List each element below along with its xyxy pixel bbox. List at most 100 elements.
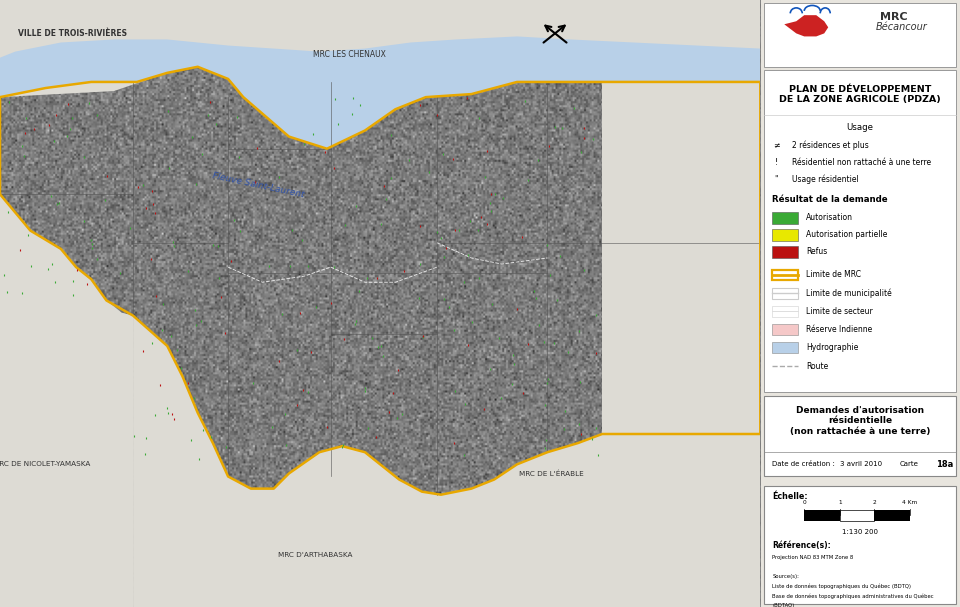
Point: [514, 232, 529, 242]
Point: [148, 291, 163, 301]
Text: Refus: Refus: [806, 248, 828, 256]
Point: [531, 155, 546, 165]
Point: [319, 422, 334, 432]
Point: [2, 98, 17, 107]
Point: [520, 339, 536, 349]
Point: [538, 400, 553, 410]
Point: [112, 268, 128, 278]
Point: [383, 173, 398, 183]
Point: [395, 410, 410, 419]
Polygon shape: [0, 36, 760, 149]
Point: [550, 294, 565, 304]
Point: [547, 121, 563, 131]
Point: [0, 207, 15, 217]
Point: [66, 276, 82, 286]
Text: Résidentiel non rattaché à une terre: Résidentiel non rattaché à une terre: [792, 158, 931, 167]
Point: [76, 216, 91, 226]
Point: [473, 212, 489, 222]
Point: [62, 124, 78, 134]
Point: [16, 151, 32, 160]
Point: [370, 273, 385, 283]
Point: [389, 413, 404, 423]
Text: MRC DE L'ÉRABLE: MRC DE L'ÉRABLE: [518, 470, 584, 476]
Point: [48, 110, 63, 120]
Text: 2 résidences et plus: 2 résidences et plus: [792, 141, 869, 151]
Text: MRC D'ARTHABASKA: MRC D'ARTHABASKA: [278, 552, 352, 558]
Point: [572, 377, 588, 387]
Text: Échelle:: Échelle:: [772, 492, 808, 501]
Point: [297, 140, 312, 149]
Point: [345, 109, 360, 118]
Point: [442, 302, 457, 312]
Point: [528, 293, 543, 302]
Text: Référence(s):: Référence(s):: [772, 541, 831, 549]
Point: [457, 450, 472, 460]
Point: [326, 163, 342, 173]
Point: [371, 342, 386, 352]
Point: [447, 386, 463, 396]
Point: [148, 208, 163, 218]
Point: [470, 225, 486, 234]
Text: 3 avril 2010: 3 avril 2010: [840, 461, 882, 467]
Point: [65, 291, 81, 300]
Point: [433, 234, 448, 243]
Point: [122, 223, 137, 233]
Point: [439, 243, 454, 253]
Point: [460, 250, 475, 260]
Point: [277, 409, 293, 419]
Text: 2: 2: [873, 500, 876, 505]
Point: [295, 385, 310, 395]
Point: [532, 320, 547, 330]
Point: [211, 273, 227, 283]
Point: [584, 435, 599, 444]
Text: Demandes d'autorisation
résidentielle
(non rattachée à une terre): Demandes d'autorisation résidentielle (n…: [790, 406, 930, 436]
Point: [152, 380, 167, 390]
Point: [186, 393, 202, 403]
Point: [156, 299, 171, 309]
Bar: [764, 486, 956, 604]
Point: [411, 293, 426, 303]
Point: [552, 251, 567, 260]
Point: [327, 94, 343, 104]
Point: [250, 143, 265, 153]
Point: [352, 100, 368, 110]
Point: [429, 228, 444, 237]
Text: Usage résidentiel: Usage résidentiel: [792, 175, 859, 185]
Point: [99, 171, 114, 181]
Point: [334, 442, 349, 452]
Point: [493, 393, 509, 403]
Point: [421, 167, 437, 177]
Point: [482, 198, 497, 208]
Point: [187, 305, 203, 315]
Point: [89, 110, 105, 120]
Text: VILLE DE TROIS-RIVIÈRES: VILLE DE TROIS-RIVIÈRES: [17, 29, 127, 38]
Point: [135, 180, 151, 190]
Point: [429, 110, 444, 120]
Point: [445, 154, 461, 164]
Point: [495, 194, 511, 203]
Point: [560, 347, 575, 357]
Point: [188, 320, 204, 330]
Point: [165, 237, 180, 246]
Point: [14, 141, 30, 151]
Point: [546, 337, 562, 347]
Point: [527, 286, 542, 296]
Polygon shape: [133, 316, 760, 607]
Point: [336, 334, 351, 344]
Point: [194, 149, 209, 159]
Text: Fleuve Saint-Laurent: Fleuve Saint-Laurent: [212, 171, 305, 199]
Point: [566, 103, 582, 113]
Point: [180, 378, 196, 388]
Point: [576, 133, 591, 143]
Point: [305, 129, 321, 139]
Point: [262, 261, 277, 271]
Point: [59, 131, 74, 141]
Text: Source(s):: Source(s):: [772, 574, 799, 579]
Point: [588, 423, 604, 433]
Point: [248, 177, 263, 186]
Point: [451, 226, 467, 236]
Text: Limite de municipalité: Limite de municipalité: [806, 288, 892, 298]
Text: 18a: 18a: [936, 460, 953, 469]
Point: [308, 302, 324, 312]
Text: Autorisation partielle: Autorisation partielle: [806, 231, 888, 239]
